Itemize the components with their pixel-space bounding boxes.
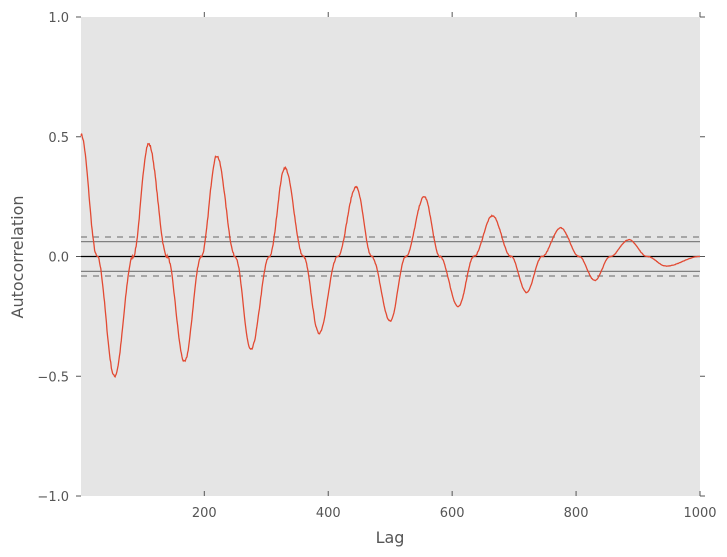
x-axis-label: Lag xyxy=(376,528,405,547)
y-tick-label: 1.0 xyxy=(48,11,69,26)
x-tick-label: 200 xyxy=(192,506,217,521)
autocorrelation-line xyxy=(80,133,701,378)
y-tick-label: −1.0 xyxy=(37,490,69,505)
y-tick-label: 0.0 xyxy=(48,251,69,266)
x-tick-label: 400 xyxy=(316,506,341,521)
y-axis-label: Autocorrelation xyxy=(8,196,27,319)
x-tick-label: 800 xyxy=(564,506,589,521)
x-tick-label: 600 xyxy=(440,506,465,521)
y-tick-label: 0.5 xyxy=(48,131,69,146)
y-tick-label: −0.5 xyxy=(37,370,69,385)
x-tick-label: 1000 xyxy=(683,506,716,521)
